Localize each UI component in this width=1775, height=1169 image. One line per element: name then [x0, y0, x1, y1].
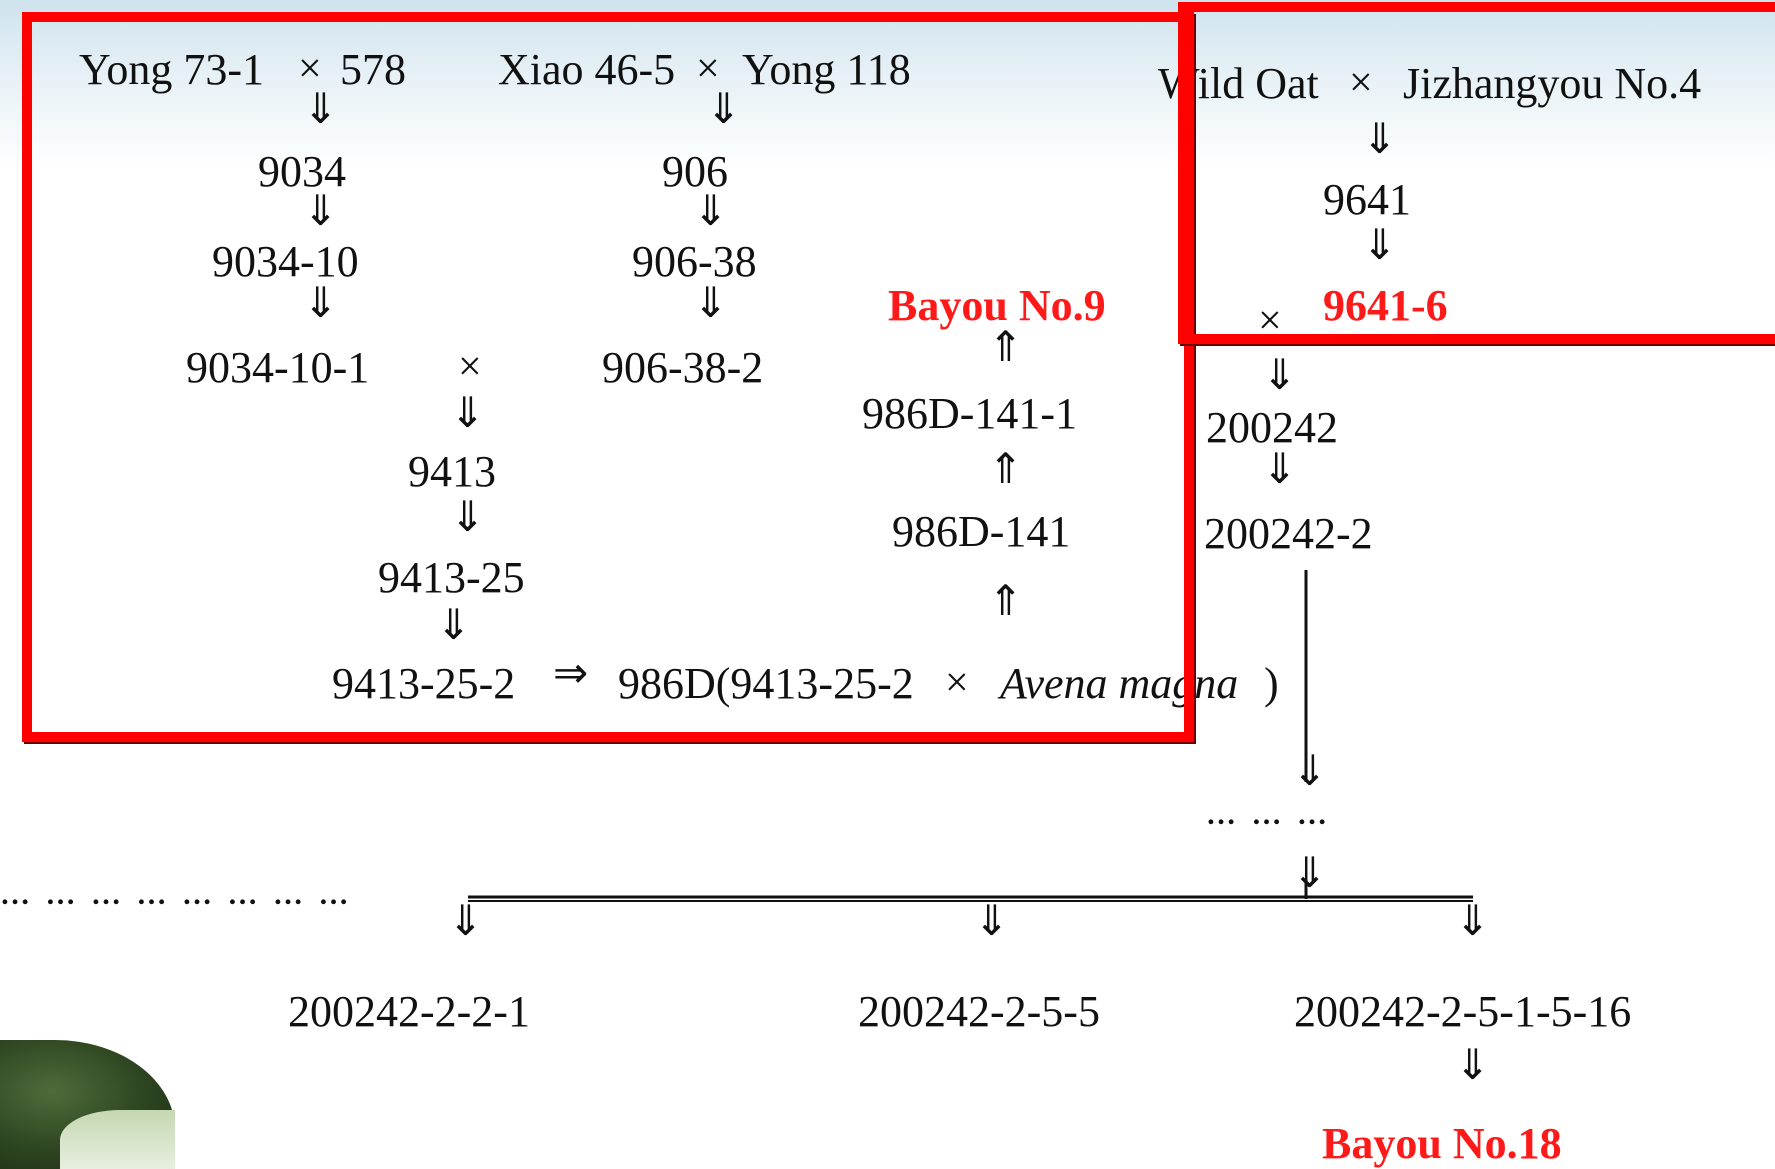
arrow-down-icon: ⇓: [450, 388, 486, 437]
arrow-down-icon: ⇓: [1455, 896, 1491, 945]
bayou9-pedigree-box: [22, 12, 1194, 742]
cross-xiao-left: Xiao 46-5: [498, 45, 676, 94]
node-986d-141-1: 986D-141-1: [862, 389, 1078, 438]
cross-yong-left: Yong 73-1: [79, 45, 265, 94]
arrow-down-icon: ⇓: [1455, 1040, 1491, 1089]
arrow-down-icon: ⇓: [450, 492, 486, 541]
node-200242-2-5-1-5-16: 200242-2-5-1-5-16: [1294, 987, 1632, 1036]
node-9641: 9641: [1323, 175, 1411, 224]
cultivar-bayou-no18: Bayou No.18: [1322, 1119, 1562, 1168]
node-200242: 200242: [1206, 403, 1338, 452]
node-9034-10-1: 9034-10-1: [186, 343, 370, 392]
arrow-down-icon: ⇓: [1362, 114, 1398, 163]
node-9034-10: 9034-10: [212, 237, 359, 286]
arrow-down-icon: ⇓: [706, 84, 742, 133]
arrow-down-icon: ⇓: [1292, 746, 1328, 795]
cross-xiao-right: Yong 118: [742, 45, 911, 94]
sky-background: [0, 0, 1775, 170]
node-906: 906: [662, 147, 728, 196]
arrow-down-icon: ⇓: [1292, 848, 1328, 897]
arrow-down-icon: ⇓: [303, 278, 339, 327]
node-9034: 9034: [258, 147, 346, 196]
arrow-down-icon: ⇓: [693, 278, 729, 327]
arrow-down-icon: ⇓: [303, 84, 339, 133]
arrow-down-icon: ⇓: [693, 186, 729, 235]
node-9413: 9413: [408, 447, 496, 496]
cross-wild-right: Jizhangyou No.4: [1403, 59, 1702, 108]
arrow-down-icon: ⇓: [303, 186, 339, 235]
node-906-38-2: 906-38-2: [602, 343, 764, 392]
cross-yong-right: 578: [340, 45, 406, 94]
arrow-up-icon: ⇑: [988, 322, 1024, 371]
node-986d-141: 986D-141: [892, 507, 1071, 556]
ellipsis-left: … … … … … … … …: [0, 878, 353, 911]
hill-highlight-decoration: [60, 1110, 175, 1169]
node-9413-25: 9413-25: [378, 553, 525, 602]
ellipsis-middle: … … …: [1206, 798, 1331, 831]
node-200242-2-2-1: 200242-2-2-1: [288, 987, 530, 1036]
arrow-up-icon: ⇑: [988, 444, 1024, 493]
node-906-38: 906-38: [632, 237, 757, 286]
node-9413-25-2: 9413-25-2: [332, 659, 516, 708]
node-9641-6: 9641-6: [1323, 281, 1448, 330]
cross-symbol-middle: ×: [458, 344, 482, 390]
cross-986d-right: Avena magna: [1000, 659, 1239, 708]
cross-986d-close: ): [1264, 659, 1279, 708]
cultivar-bayou-no9: Bayou No.9: [888, 281, 1106, 330]
arrow-down-icon: ⇓: [1262, 350, 1298, 399]
arrow-down-icon: ⇓: [1262, 444, 1298, 493]
parent-9641-6-box: [1178, 2, 1775, 344]
arrow-down-icon: ⇓: [974, 896, 1010, 945]
node-200242-2-5-5: 200242-2-5-5: [858, 987, 1100, 1036]
cross-symbol-xiao: ×: [696, 46, 720, 92]
cross-symbol-yong: ×: [298, 46, 322, 92]
node-200242-2: 200242-2: [1204, 509, 1373, 558]
arrow-up-icon: ⇑: [988, 576, 1024, 625]
arrow-down-icon: ⇓: [1362, 220, 1398, 269]
arrow-right-icon: ⇒: [553, 648, 589, 697]
arrow-down-icon: ⇓: [436, 600, 472, 649]
cross-986d-left: 986D(9413-25-2: [618, 659, 914, 708]
arrow-down-icon: ⇓: [448, 896, 484, 945]
cross-symbol-986d: ×: [945, 660, 969, 706]
cross-symbol-wild: ×: [1349, 60, 1373, 106]
cross-symbol-right: ×: [1258, 298, 1282, 344]
